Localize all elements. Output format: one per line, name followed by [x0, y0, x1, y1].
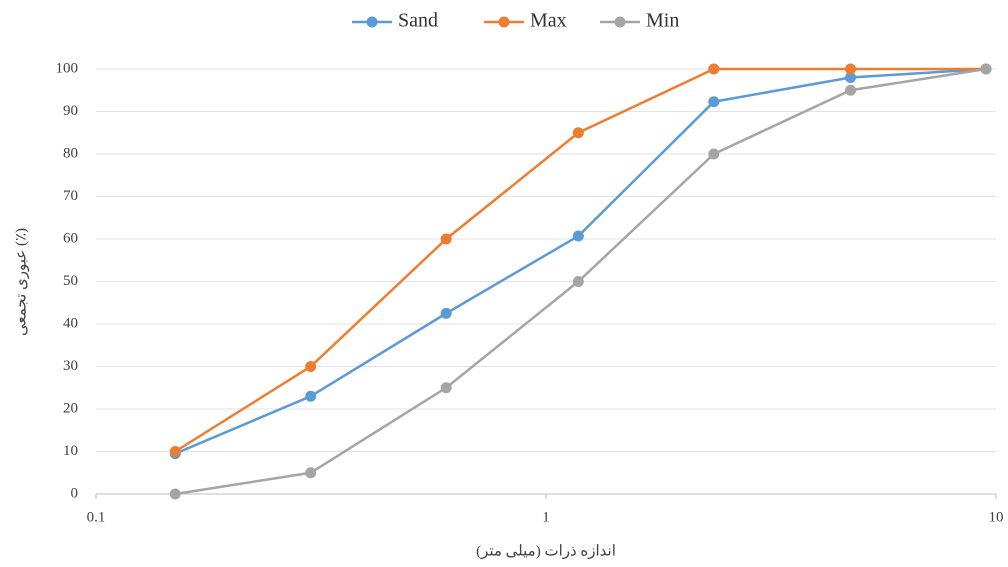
y-tick-label: 100	[56, 60, 79, 76]
x-tick-label: 0.1	[87, 509, 106, 525]
data-point	[572, 276, 584, 287]
series-line	[174, 67, 986, 453]
data-point	[305, 390, 317, 402]
y-tick-label: 80	[63, 145, 78, 161]
y-tick-label: 0	[71, 485, 79, 501]
data-point	[572, 127, 584, 139]
data-point	[305, 467, 317, 479]
data-point	[572, 230, 584, 242]
data-point	[169, 488, 181, 500]
legend-marker	[366, 16, 378, 28]
legend-label: Min	[646, 10, 679, 32]
legend-marker	[614, 16, 626, 28]
data-point	[980, 63, 992, 75]
y-tick-label: 10	[63, 443, 78, 459]
legend-label: Max	[530, 10, 567, 32]
data-point	[708, 96, 720, 108]
y-tick-label: 90	[63, 103, 78, 119]
data-point	[845, 63, 857, 75]
x-tick-label: 1	[542, 509, 550, 525]
y-tick-label: 60	[63, 230, 78, 246]
data-point	[708, 63, 720, 75]
y-tick-label: 50	[63, 273, 78, 289]
x-axis-label: اندازه ذرات (میلی متر)	[476, 543, 616, 559]
data-point	[708, 148, 720, 160]
data-point	[845, 84, 857, 96]
data-point	[440, 382, 452, 394]
data-point	[305, 361, 317, 372]
y-tick-label: 20	[63, 400, 78, 416]
x-tick-label: 10	[989, 509, 1004, 525]
data-point	[169, 446, 181, 457]
y-tick-label: 30	[63, 358, 78, 374]
y-tick-label: 70	[63, 188, 78, 204]
series-line	[174, 67, 987, 455]
legend-marker	[498, 16, 510, 28]
data-point	[440, 307, 452, 319]
y-axis-label: عبوری تجمعی (٪)	[13, 228, 29, 336]
data-point	[440, 233, 452, 245]
y-tick-label: 40	[63, 315, 78, 331]
data-point	[845, 72, 857, 83]
legend-label: Sand	[398, 10, 438, 32]
